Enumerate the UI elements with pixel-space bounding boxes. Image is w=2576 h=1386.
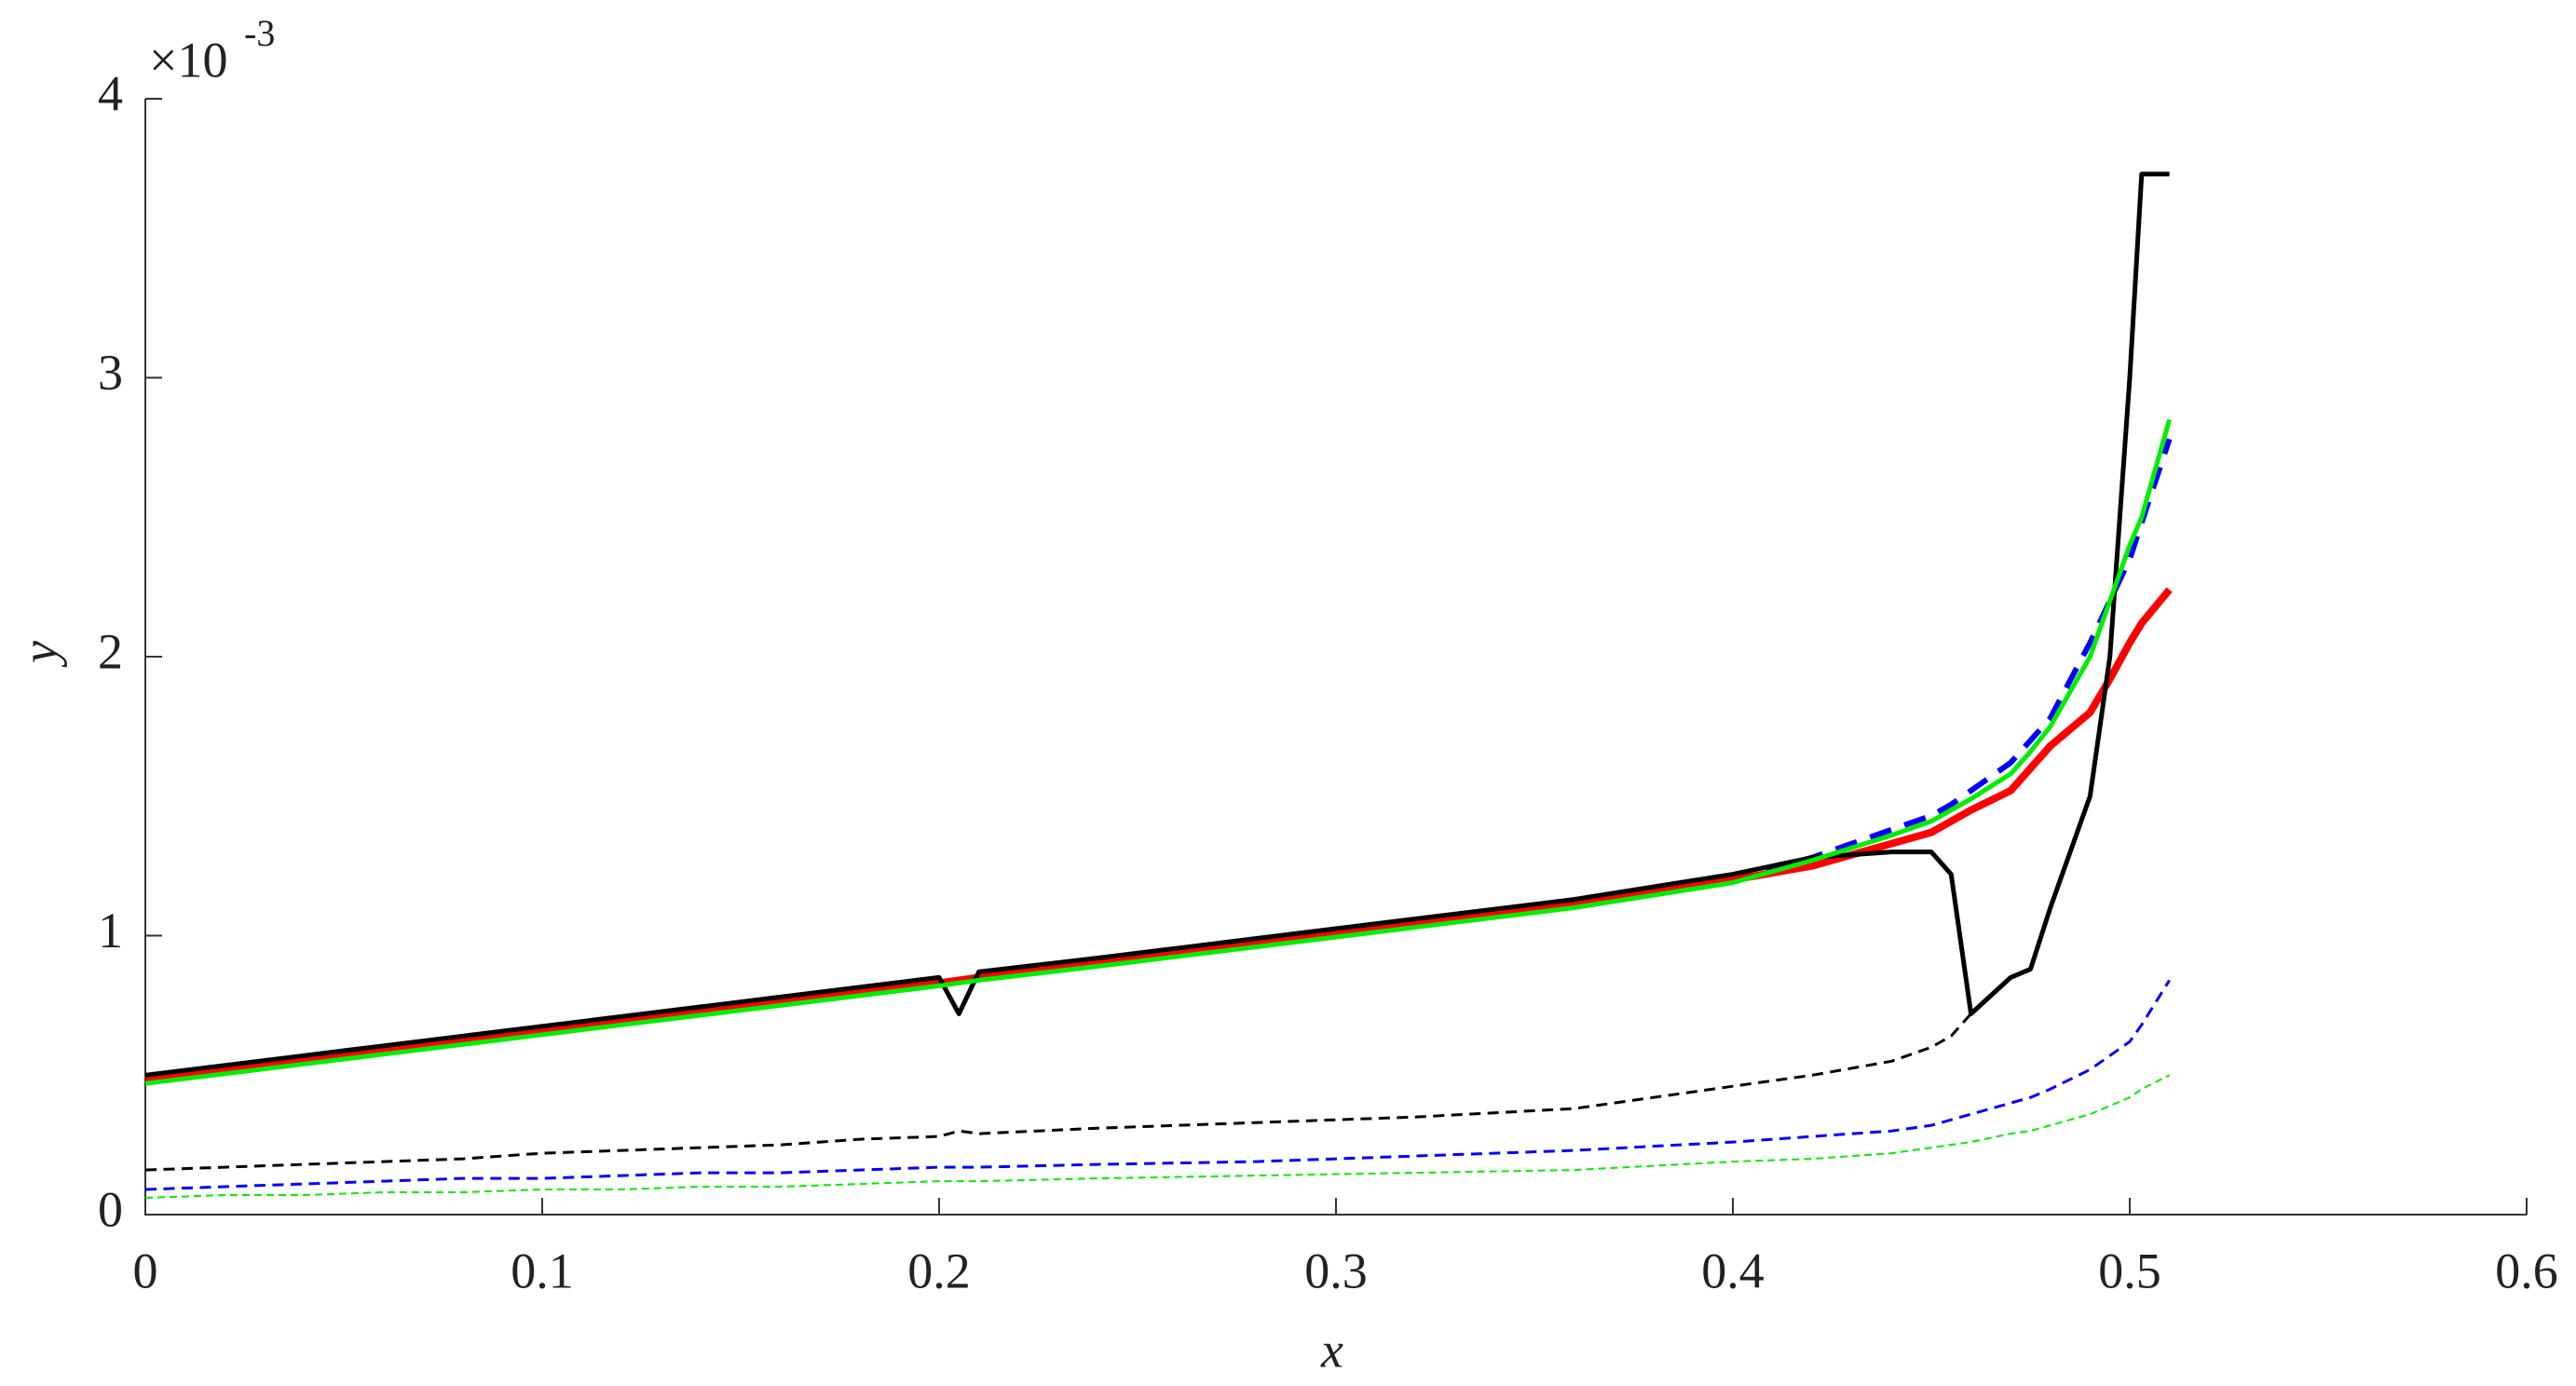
axes <box>144 99 2527 1216</box>
y-axis-label: y <box>11 641 67 668</box>
series-line <box>144 1012 1972 1172</box>
x-axis-label: x <box>1320 1322 1343 1378</box>
x-tick-label: 0 <box>133 1243 158 1298</box>
x-tick-label: 0.2 <box>907 1243 971 1298</box>
x-tick-label: 0.1 <box>511 1243 574 1298</box>
y-multiplier: ×10 <box>149 32 227 88</box>
y-exponent: -3 <box>244 12 275 54</box>
series-line <box>144 171 2170 1078</box>
series-line <box>144 587 2173 1085</box>
series-line <box>144 438 2173 1084</box>
y-tick-label: 4 <box>98 65 123 121</box>
series-line <box>144 1074 2171 1199</box>
y-tick-label: 0 <box>98 1181 123 1237</box>
y-tick-label: 1 <box>98 903 123 958</box>
x-tick-label: 0.5 <box>2098 1243 2161 1298</box>
y-tick-label: 3 <box>98 345 123 401</box>
x-tick-label: 0.4 <box>1701 1243 1765 1298</box>
y-tick-label: 2 <box>98 623 123 679</box>
series-line <box>144 979 2171 1191</box>
x-tick-label: 0.6 <box>2495 1243 2558 1298</box>
x-tick-label: 0.3 <box>1304 1243 1368 1298</box>
series-line <box>144 418 2173 1086</box>
